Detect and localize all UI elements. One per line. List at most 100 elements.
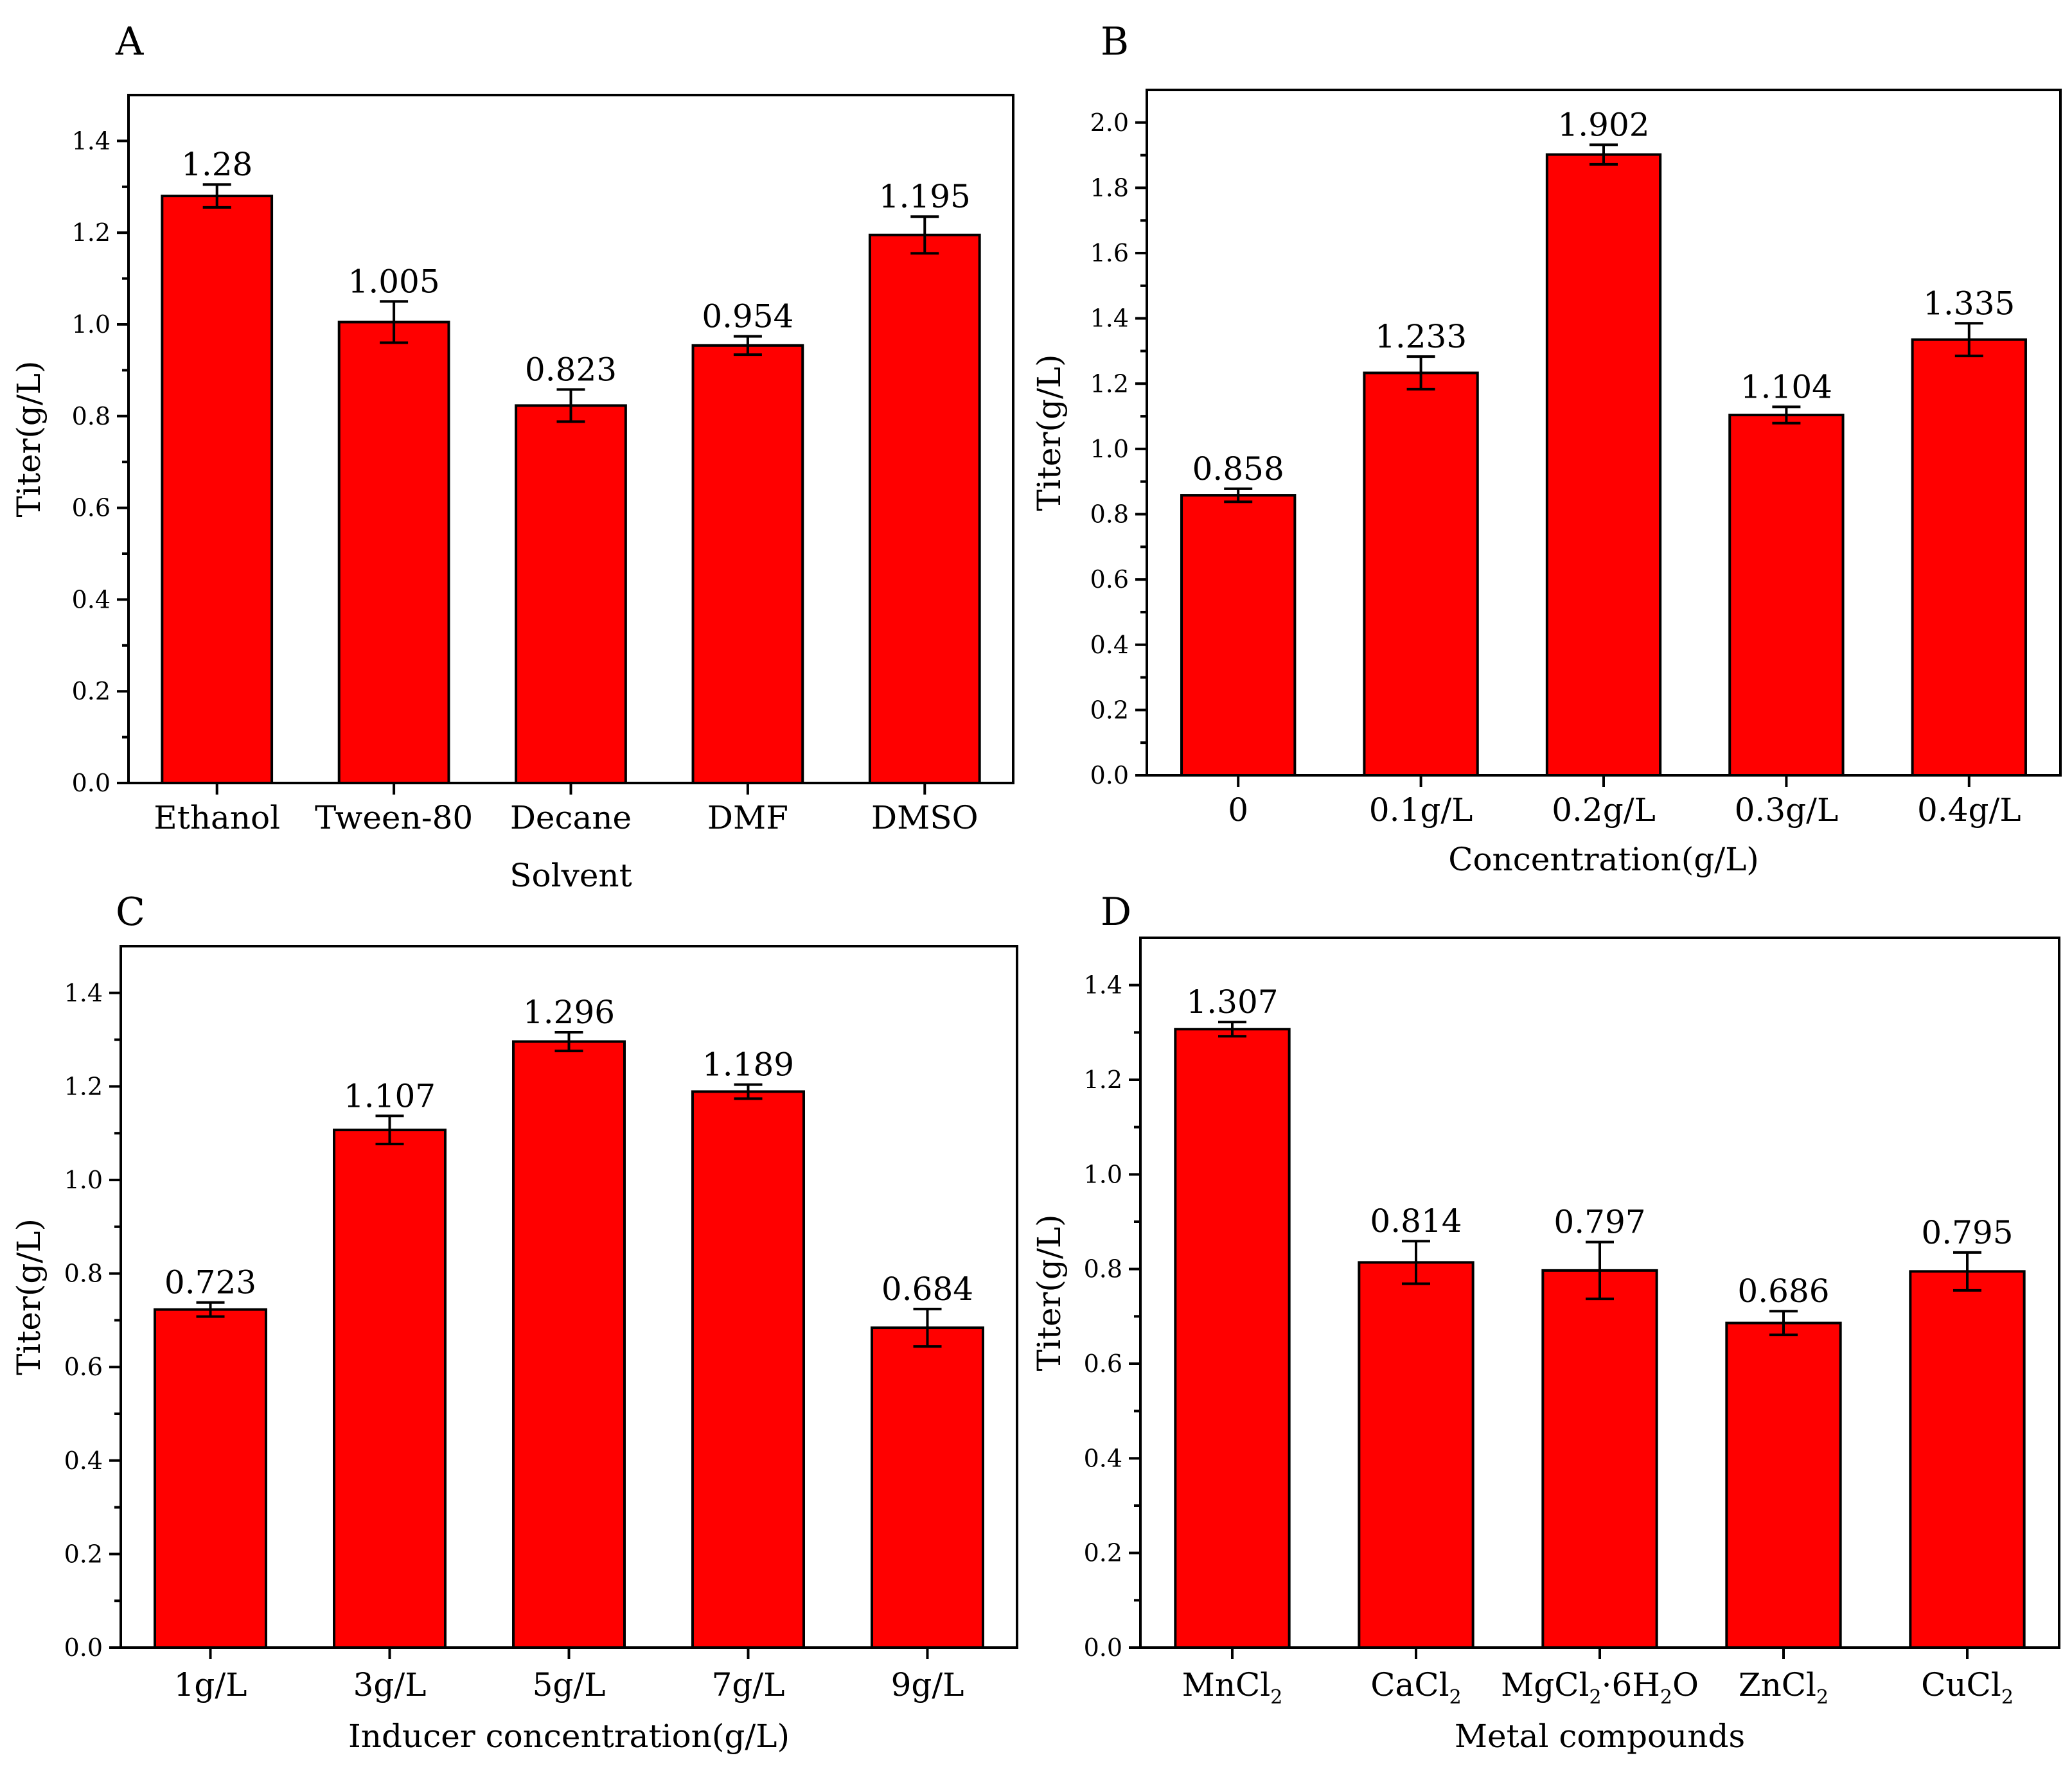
category-label: ZnCl2 bbox=[1739, 1666, 1828, 1709]
category-label: 0 bbox=[1228, 791, 1248, 829]
y-tick-label: 0.6 bbox=[72, 494, 111, 522]
category-label: CuCl2 bbox=[1921, 1666, 2014, 1709]
y-tick-label: 0.6 bbox=[1090, 565, 1129, 594]
y-tick-label: 0.8 bbox=[72, 402, 111, 430]
y-tick-label: 0.2 bbox=[64, 1540, 103, 1568]
plot-frame bbox=[120, 945, 1018, 1649]
category-label: 9g/L bbox=[891, 1666, 964, 1703]
category-label: Tween-80 bbox=[315, 799, 473, 836]
value-label: 0.684 bbox=[881, 1271, 973, 1308]
bar-0-1g-l bbox=[1363, 371, 1479, 777]
y-axis-title: Titer(g/L) bbox=[10, 361, 48, 518]
value-label: 1.307 bbox=[1186, 983, 1278, 1021]
value-label: 0.686 bbox=[1737, 1272, 1829, 1310]
x-axis-title: Metal compounds bbox=[1455, 1718, 1745, 1755]
category-label: Ethanol bbox=[154, 799, 280, 836]
y-tick-label: 1.4 bbox=[64, 979, 103, 1007]
value-label: 1.233 bbox=[1375, 318, 1467, 355]
y-tick-label: 0.2 bbox=[1084, 1539, 1122, 1567]
value-label: 0.797 bbox=[1554, 1204, 1645, 1241]
bar-dmf bbox=[691, 344, 804, 784]
value-label: 1.902 bbox=[1557, 106, 1649, 143]
y-tick-label: 1.6 bbox=[1090, 239, 1129, 267]
y-tick-label: 0.4 bbox=[64, 1447, 103, 1475]
y-tick-label: 1.0 bbox=[72, 310, 111, 339]
bar-decane bbox=[515, 404, 627, 784]
bar-mgcl2-6h2o bbox=[1541, 1269, 1658, 1650]
value-label: 1.189 bbox=[702, 1046, 794, 1083]
category-label: MnCl2 bbox=[1182, 1666, 1283, 1709]
category-label: 1g/L bbox=[174, 1666, 247, 1703]
bar-cacl2 bbox=[1358, 1261, 1474, 1650]
value-label: 1.296 bbox=[523, 994, 615, 1031]
chart-panel-a: A 0.0 0.2 0.4 0.6 0.8 1.0 1.2 1.4 1.28 Ethanol 1.00… bbox=[10, 19, 1014, 894]
category-label: MgCl2·6H2O bbox=[1501, 1666, 1699, 1709]
bar-0 bbox=[1180, 494, 1297, 777]
y-axis-title: Titer(g/L) bbox=[1031, 355, 1068, 511]
value-label: 1.005 bbox=[348, 263, 440, 300]
value-label: 0.954 bbox=[702, 298, 793, 335]
value-label: 0.814 bbox=[1370, 1202, 1462, 1240]
y-tick-label: 0.4 bbox=[1090, 631, 1129, 659]
y-tick-label: 0.2 bbox=[72, 677, 111, 705]
value-label: 1.28 bbox=[181, 146, 252, 183]
category-label: 7g/L bbox=[712, 1666, 785, 1703]
y-tick-label: 0.8 bbox=[1090, 500, 1129, 529]
chart-panel-d: D 0.0 0.2 0.4 0.6 0.8 1.0 1.2 1.4 1.307 MnCl2 0.814… bbox=[1031, 890, 2060, 1755]
y-tick-label: 0.0 bbox=[1090, 761, 1129, 789]
bar-0-2g-l bbox=[1545, 153, 1662, 777]
y-tick-label: 2.0 bbox=[1090, 109, 1129, 137]
y-tick-label: 0.6 bbox=[64, 1353, 103, 1381]
bar-mncl2 bbox=[1174, 1028, 1291, 1649]
y-tick-label: 1.0 bbox=[1090, 435, 1129, 463]
y-tick-label: 0.4 bbox=[1084, 1444, 1122, 1472]
chart-panel-b: B 0.0 0.2 0.4 0.6 0.8 1.0 1.2 1.4 1.6 1.8 2.0 0.858 0… bbox=[1031, 19, 2062, 878]
x-axis-title: Inducer concentration(g/L) bbox=[348, 1718, 790, 1755]
y-tick-label: 0.6 bbox=[1084, 1350, 1122, 1378]
chart-panel-c: C 0.0 0.2 0.4 0.6 0.8 1.0 1.2 1.4 0.723 1g/L 1.107 3… bbox=[10, 890, 1018, 1755]
plot-frame bbox=[1139, 937, 2060, 1649]
x-axis-title: Solvent bbox=[509, 857, 632, 894]
y-tick-label: 0.2 bbox=[1090, 696, 1129, 724]
bar-tween-80 bbox=[337, 321, 450, 784]
y-tick-label: 1.8 bbox=[1090, 173, 1129, 202]
bar-5g-l bbox=[512, 1040, 626, 1649]
value-label: 1.335 bbox=[1923, 285, 2015, 322]
category-label: 0.4g/L bbox=[1917, 791, 2021, 829]
y-tick-label: 0.0 bbox=[1084, 1633, 1122, 1662]
category-label: CaCl2 bbox=[1370, 1666, 1461, 1709]
value-label: 1.195 bbox=[879, 178, 971, 215]
value-label: 0.858 bbox=[1192, 450, 1284, 488]
bar-0-4g-l bbox=[1911, 338, 2027, 777]
panel-letter: C bbox=[116, 890, 145, 935]
plot-frame bbox=[1146, 89, 2062, 777]
panel-letter: A bbox=[115, 19, 144, 64]
category-label: 0.1g/L bbox=[1369, 791, 1473, 829]
bar-1g-l bbox=[154, 1308, 267, 1649]
bar-7g-l bbox=[691, 1090, 805, 1649]
y-tick-label: 1.4 bbox=[1084, 971, 1122, 999]
bar-zncl2 bbox=[1725, 1321, 1842, 1650]
y-tick-label: 0.0 bbox=[72, 769, 111, 797]
bar-3g-l bbox=[333, 1129, 447, 1649]
category-label: DMF bbox=[707, 799, 788, 836]
bar-cucl2 bbox=[1909, 1270, 2026, 1649]
y-tick-label: 1.2 bbox=[1084, 1066, 1122, 1094]
category-label: 3g/L bbox=[353, 1666, 427, 1703]
y-tick-label: 1.2 bbox=[64, 1072, 103, 1100]
category-label: Decane bbox=[510, 799, 632, 836]
y-tick-label: 1.2 bbox=[1090, 369, 1129, 398]
y-tick-label: 1.4 bbox=[72, 127, 111, 155]
y-tick-label: 1.2 bbox=[72, 218, 111, 247]
y-axis-title: Titer(g/L) bbox=[1031, 1215, 1068, 1371]
category-label: 0.2g/L bbox=[1552, 791, 1656, 829]
category-label: 0.3g/L bbox=[1735, 791, 1839, 829]
y-tick-label: 0.8 bbox=[64, 1260, 103, 1288]
y-tick-label: 1.0 bbox=[64, 1166, 103, 1194]
x-axis-title: Concentration(g/L) bbox=[1448, 841, 1759, 878]
bar-0-3g-l bbox=[1728, 414, 1845, 777]
value-label: 0.823 bbox=[525, 351, 617, 388]
category-label: DMSO bbox=[871, 799, 978, 836]
y-tick-label: 1.0 bbox=[1084, 1160, 1122, 1188]
